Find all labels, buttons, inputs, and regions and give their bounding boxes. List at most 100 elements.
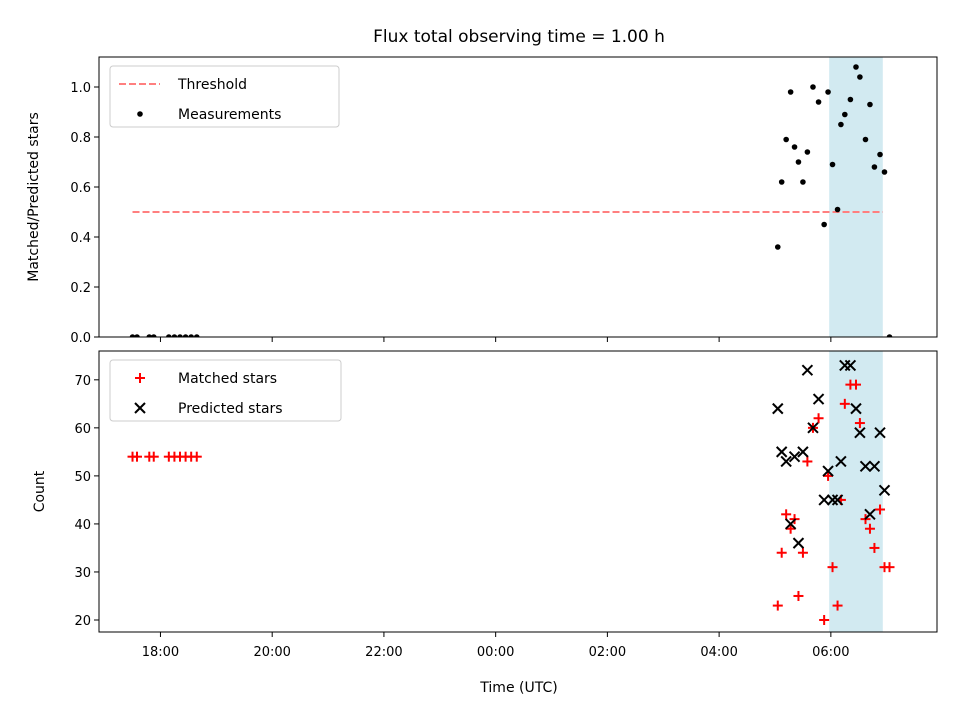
legend-marker-swatch: [134, 402, 146, 414]
y-tick-label: 70: [74, 374, 91, 389]
measurement-point: [783, 136, 789, 143]
matched-star-point: [813, 413, 824, 424]
data-layer: [129, 64, 893, 337]
measurement-point: [862, 136, 869, 143]
x-tick-label: 00:00: [477, 645, 514, 660]
predicted-star-point: [859, 460, 872, 472]
matched-star-point: [131, 451, 142, 462]
matched-star-point: [797, 547, 808, 558]
panel-counts: 20 30 40 50 60 70 18:00 20:00 22:00 00:00 02:00 04:…: [32, 350, 938, 660]
measurement-point: [810, 84, 816, 90]
predicted-star-point: [835, 455, 847, 468]
matched-star-point: [869, 542, 880, 553]
measurement-point: [847, 96, 854, 103]
measurement-point: [182, 334, 189, 337]
measurement-point: [881, 169, 888, 175]
predicted-star-point: [822, 465, 834, 477]
legend-label: Matched stars: [178, 371, 277, 387]
legend-label: Predicted stars: [178, 401, 283, 417]
measurement-point: [166, 334, 172, 337]
y-tick-label: 0.6: [70, 181, 91, 196]
predicted-star-point: [812, 393, 825, 405]
measurement-point: [838, 121, 844, 128]
plot-frame: [98, 56, 938, 338]
measurement-point: [134, 334, 140, 337]
legend-box: [109, 359, 342, 422]
measurement-point: [193, 334, 200, 337]
y-tick-label: 40: [74, 518, 91, 533]
matched-star-point: [819, 614, 830, 625]
matched-star-point: [793, 590, 804, 601]
measurement-point: [188, 334, 194, 337]
matched-star-point: [850, 379, 861, 390]
observing-window-band: [829, 351, 883, 632]
x-tick-label: 22:00: [365, 645, 402, 660]
measurement-point: [146, 334, 153, 337]
measurement-point: [171, 334, 178, 337]
measurement-point: [787, 89, 794, 95]
predicted-star-point: [831, 494, 844, 506]
predicted-star-point: [792, 537, 805, 549]
y-axis-label: Count: [32, 470, 48, 512]
measurement-point: [825, 89, 831, 95]
predicted-star-point: [850, 402, 862, 415]
measurement-point: [829, 161, 836, 168]
x-tick-label: 04:00: [700, 645, 737, 660]
measurement-point: [791, 144, 798, 150]
y-tick-label: 60: [74, 422, 91, 437]
matched-star-point: [781, 509, 792, 520]
predicted-star-point: [788, 450, 801, 463]
x-tick-label: 06:00: [812, 645, 849, 660]
matched-star-point: [854, 418, 865, 429]
measurement-point: [815, 99, 822, 105]
measurement-point: [871, 164, 878, 170]
matched-star-point: [776, 547, 787, 558]
measurement-point: [877, 151, 883, 158]
measurement-point: [842, 111, 848, 118]
predicted-star-point: [772, 402, 784, 415]
legend: Threshold Measurements: [109, 65, 340, 128]
matched-star-point: [785, 523, 796, 534]
measurement-point: [129, 334, 136, 337]
data-layer: [127, 359, 895, 625]
measurement-point: [853, 64, 859, 70]
predicted-star-point: [864, 508, 876, 521]
y-tick-label: 0.4: [70, 231, 91, 246]
y-tick-label: 30: [74, 566, 91, 581]
legend-marker-swatch: [135, 373, 145, 383]
plot-frame: [98, 350, 938, 633]
legend-box: [109, 65, 340, 128]
matched-star-point: [191, 451, 202, 462]
predicted-star-point: [797, 446, 809, 458]
measurement-point: [800, 179, 806, 185]
measurement-point: [177, 334, 183, 337]
x-tick-label: 20:00: [253, 645, 290, 660]
measurement-point: [150, 334, 157, 337]
matched-star-point: [864, 523, 875, 534]
predicted-star-point: [878, 484, 891, 497]
legend-label: Measurements: [178, 107, 281, 123]
measurement-point: [834, 206, 841, 213]
matched-star-point: [772, 600, 783, 611]
measurement-point: [774, 244, 781, 250]
legend-label: Threshold: [177, 77, 247, 93]
x-axis-label: Time (UTC): [479, 680, 557, 696]
y-tick-label: 0.2: [70, 281, 91, 296]
y-tick-label: 50: [74, 470, 91, 485]
measurement-point: [867, 101, 873, 108]
predicted-star-point: [874, 426, 886, 439]
predicted-star-point: [868, 460, 881, 472]
predicted-star-point: [826, 494, 839, 506]
matched-star-point: [875, 504, 886, 515]
predicted-star-point: [807, 422, 819, 434]
predicted-star-point: [844, 359, 857, 372]
predicted-star-point: [801, 364, 814, 376]
predicted-star-point: [780, 455, 792, 468]
legend-marker-swatch: [137, 111, 143, 117]
y-axis-label: Matched/Predicted stars: [26, 112, 42, 282]
predicted-star-point: [784, 518, 797, 530]
y-tick-label: 0.0: [70, 331, 91, 346]
measurement-point: [795, 159, 802, 165]
matched-star-point: [148, 451, 159, 462]
